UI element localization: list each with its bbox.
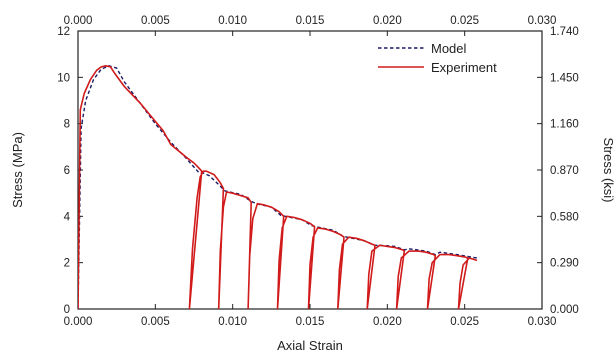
series-line-model <box>78 65 478 309</box>
y-left-tick-label: 0 <box>64 304 70 316</box>
y-right-tick-label: 0.870 <box>550 165 579 177</box>
x-top-tick-label: 0.005 <box>141 15 170 27</box>
y-left-tick-label: 8 <box>64 119 70 131</box>
legend-experiment-label: Experiment <box>431 60 497 75</box>
y-left-tick-label: 6 <box>64 165 70 177</box>
tick-group: 0.000 0.005 0.010 0.015 0.020 0.025 0.0300.000… <box>57 15 579 328</box>
x-bottom-tick-label: 0.030 <box>528 316 557 328</box>
y-right-tick-label: 1.740 <box>550 26 579 38</box>
y-right-tick-label: 1.450 <box>550 72 579 84</box>
x-top-tick-label: 0.030 <box>528 15 557 27</box>
y-left-tick-label: 10 <box>57 72 70 84</box>
legend: Model Experiment <box>378 41 497 75</box>
y-left-tick-label: 2 <box>64 258 70 270</box>
x-top-tick-label: 0.020 <box>373 15 402 27</box>
y-right-axis-title: Stress (ksi) <box>601 138 616 203</box>
x-bottom-tick-label: 0.020 <box>373 316 402 328</box>
x-top-tick-label: 0.015 <box>296 15 325 27</box>
y-right-tick-label: 0.000 <box>550 304 579 316</box>
x-bottom-tick-label: 0.010 <box>218 316 247 328</box>
y-right-tick-label: 1.160 <box>550 119 579 131</box>
y-left-tick-label: 4 <box>64 211 71 223</box>
x-top-tick-label: 0.000 <box>64 15 93 27</box>
x-bottom-tick-label: 0.000 <box>64 316 93 328</box>
x-bottom-tick-label: 0.015 <box>296 316 325 328</box>
x-bottom-tick-label: 0.005 <box>141 316 170 328</box>
y-left-axis-title: Stress (MPa) <box>10 132 25 208</box>
x-top-tick-label: 0.010 <box>218 15 247 27</box>
x-top-tick-label: 0.025 <box>450 15 479 27</box>
y-right-tick-label: 0.580 <box>550 211 579 223</box>
legend-model-label: Model <box>431 41 467 56</box>
y-left-tick-label: 12 <box>57 26 70 38</box>
series-line-experiment <box>78 65 478 309</box>
y-right-tick-label: 0.290 <box>550 258 579 270</box>
series-group <box>78 65 478 309</box>
x-axis-title: Axial Strain <box>277 338 343 353</box>
x-bottom-tick-label: 0.025 <box>450 316 479 328</box>
